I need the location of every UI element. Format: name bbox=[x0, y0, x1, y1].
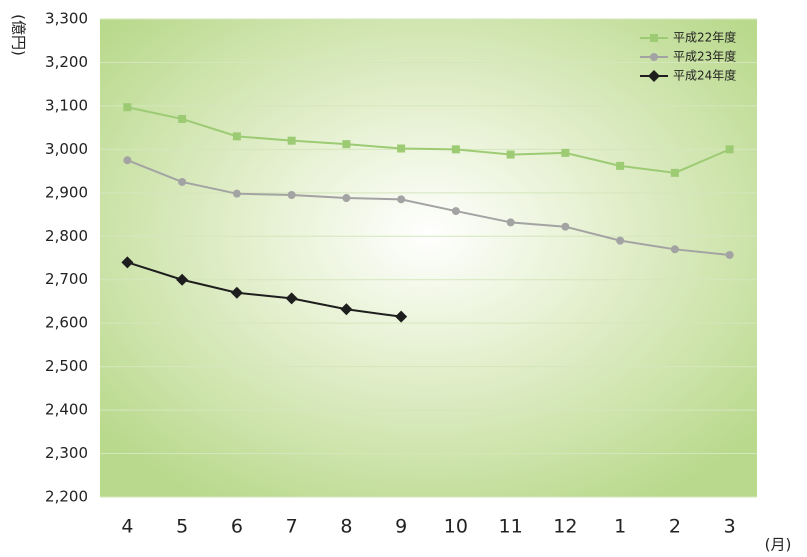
point bbox=[670, 245, 679, 254]
point bbox=[342, 194, 351, 203]
point bbox=[342, 140, 351, 149]
x-tick-label: 6 bbox=[231, 516, 243, 538]
y-tick-label: 2,500 bbox=[45, 357, 88, 375]
point bbox=[397, 144, 406, 153]
x-tick-label: 11 bbox=[499, 516, 523, 538]
y-tick-label: 3,300 bbox=[45, 10, 88, 28]
point bbox=[506, 218, 515, 227]
x-axis-label: (月) bbox=[765, 536, 792, 554]
legend-label: 平成24年度 bbox=[673, 68, 736, 83]
point bbox=[616, 236, 625, 245]
x-tick-label: 12 bbox=[553, 516, 577, 538]
legend-label: 平成22年度 bbox=[673, 30, 736, 45]
point bbox=[340, 303, 353, 316]
point bbox=[561, 222, 570, 231]
y-tick-label: 3,000 bbox=[45, 140, 88, 158]
y-tick-label: 2,400 bbox=[45, 401, 88, 419]
series-line bbox=[127, 261, 402, 318]
point bbox=[506, 150, 515, 159]
point bbox=[178, 177, 187, 186]
y-tick-label: 3,100 bbox=[45, 96, 88, 114]
point bbox=[616, 161, 625, 170]
point bbox=[397, 195, 406, 204]
x-tick-label: 5 bbox=[176, 516, 188, 538]
point bbox=[725, 250, 734, 259]
point bbox=[121, 256, 134, 269]
x-tick-label: 10 bbox=[444, 516, 468, 538]
x-tick-label: 1 bbox=[614, 516, 626, 538]
point bbox=[178, 114, 187, 123]
x-tick-label: 7 bbox=[286, 516, 298, 538]
plot-area bbox=[100, 19, 757, 497]
point bbox=[650, 53, 658, 61]
point bbox=[451, 207, 460, 216]
x-tick-label: 4 bbox=[121, 516, 133, 538]
point bbox=[287, 136, 296, 145]
point bbox=[395, 310, 408, 323]
point bbox=[176, 273, 189, 286]
point bbox=[725, 145, 734, 154]
point bbox=[123, 156, 132, 165]
y-tick-label: 2,700 bbox=[45, 270, 88, 288]
point bbox=[451, 145, 460, 154]
y-axis-label: (億円) bbox=[10, 14, 28, 56]
y-tick-label: 2,600 bbox=[45, 314, 88, 332]
x-tick-label: 3 bbox=[724, 516, 736, 538]
series-line bbox=[127, 106, 731, 174]
point bbox=[650, 34, 658, 42]
point bbox=[230, 286, 243, 299]
y-tick-label: 2,800 bbox=[45, 227, 88, 245]
point bbox=[287, 190, 296, 199]
x-tick-label: 2 bbox=[669, 516, 681, 538]
y-tick-label: 2,900 bbox=[45, 183, 88, 201]
y-tick-label: 2,300 bbox=[45, 444, 88, 462]
series-line bbox=[127, 159, 730, 256]
x-tick-label: 8 bbox=[340, 516, 352, 538]
y-tick-label: 3,200 bbox=[45, 53, 88, 71]
point bbox=[232, 132, 241, 141]
point bbox=[285, 292, 298, 305]
y-tick-label: 2,200 bbox=[45, 488, 88, 506]
legend-label: 平成23年度 bbox=[673, 49, 736, 64]
x-tick-label: 9 bbox=[395, 516, 407, 538]
point bbox=[123, 103, 132, 112]
point bbox=[648, 70, 660, 82]
point bbox=[561, 148, 570, 157]
point bbox=[670, 168, 679, 177]
point bbox=[232, 189, 241, 198]
